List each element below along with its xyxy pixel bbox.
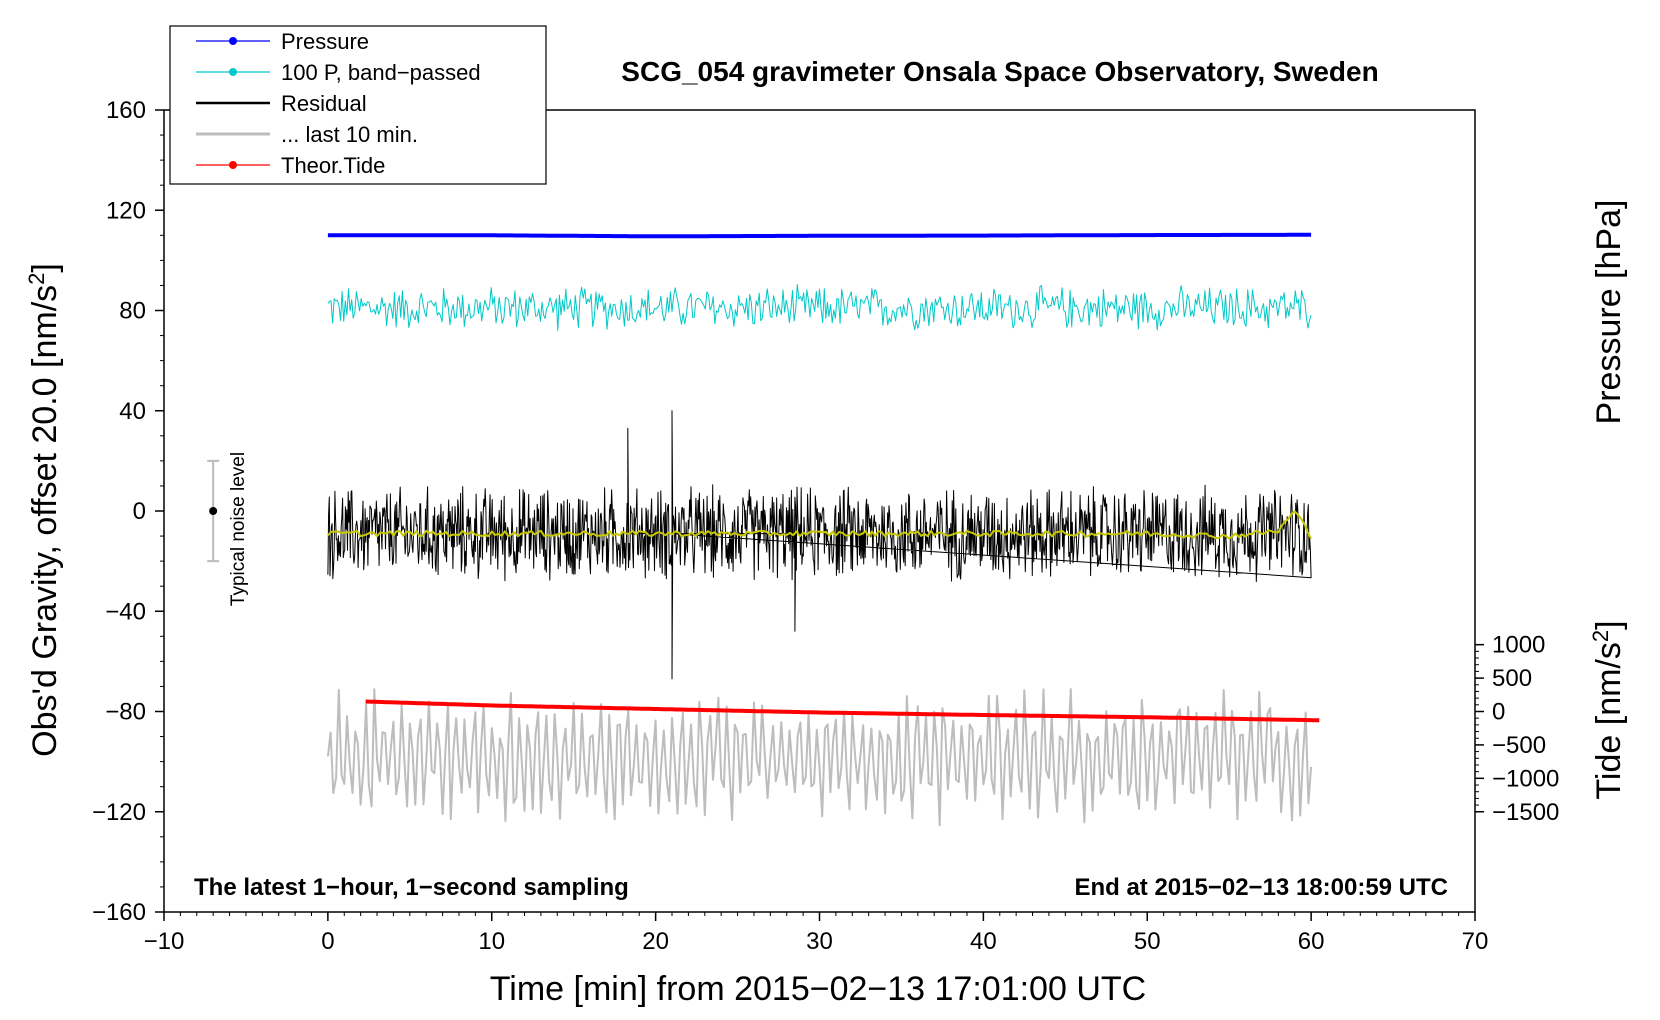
x-tick-label: 70 [1462, 928, 1489, 955]
y-axis-left: 160 120 80 40 0 −40 −80 −120 −160 [92, 97, 164, 926]
legend: Pressure 100 P, band−passed Residual ... la… [169, 25, 547, 185]
x-tick-label: 0 [321, 928, 334, 955]
x-axis: −10 0 10 20 30 40 50 60 70 [144, 912, 1489, 955]
series-residual [327, 410, 1312, 680]
note-left: The latest 1−hour, 1−second sampling [194, 874, 629, 901]
tide-tick-label: −1500 [1492, 799, 1559, 826]
tide-tick-label: −500 [1492, 732, 1546, 759]
series-residual-smoothed [327, 510, 1312, 540]
tide-tick-label: −1000 [1492, 765, 1559, 792]
y-axis-left-title: Obs'd Gravity, offset 20.0 [nm/s2] [24, 263, 64, 757]
noise-bar-center [209, 507, 218, 515]
series-last-10-min [326, 688, 1313, 827]
y-tick-label: 80 [119, 298, 146, 325]
legend-marker-theor-tide [229, 161, 237, 169]
noise-label: Typical noise level [228, 452, 249, 606]
y-tick-label: 40 [119, 398, 146, 425]
y-tick-label: 160 [106, 97, 146, 124]
legend-label-100-p-band-passed: 100 P, band−passed [281, 60, 481, 85]
y-tick-label: 120 [106, 197, 146, 224]
tide-tick-label: 0 [1492, 699, 1505, 726]
legend-marker-pressure [229, 37, 237, 45]
noise-bar: Typical noise level [207, 452, 249, 606]
series-layer [326, 232, 1320, 827]
legend-marker-100-p-band-passed [229, 68, 237, 76]
tide-tick-label: 500 [1492, 665, 1532, 692]
x-tick-label: 50 [1134, 928, 1161, 955]
tide-tick-label: 1000 [1492, 632, 1545, 659]
x-tick-label: 60 [1298, 928, 1325, 955]
series-100-p-band-passed [327, 283, 1312, 331]
x-tick-label: 10 [478, 928, 505, 955]
x-tick-label: 20 [642, 928, 669, 955]
legend-label-pressure: Pressure [281, 29, 369, 54]
legend-label-theor-tide: Theor.Tide [281, 153, 385, 178]
x-tick-label: 30 [806, 928, 833, 955]
series-pressure [327, 232, 1312, 239]
y-tick-label: 0 [133, 498, 146, 525]
y-tick-label: −120 [92, 799, 146, 826]
y-tick-label: −80 [105, 699, 146, 726]
y-axis-tide: 1000 500 0 −500 −1000 −1500 [1475, 632, 1559, 826]
series-theor-tide [365, 699, 1320, 723]
note-right: End at 2015−02−13 18:00:59 UTC [1074, 874, 1448, 901]
legend-label-residual: Residual [281, 91, 367, 116]
legend-box [169, 25, 547, 185]
legend-label-last-10-min: ... last 10 min. [281, 122, 418, 147]
x-tick-label: 40 [970, 928, 997, 955]
y-axis-pressure-title: Pressure [hPa] [1590, 200, 1628, 425]
y-axis-tide-title: Tide [nm/s2] [1588, 620, 1628, 799]
x-axis-title: Time [min] from 2015−02−13 17:01:00 UTC [490, 970, 1146, 1008]
x-tick-label: −10 [144, 928, 185, 955]
chart-title: SCG_054 gravimeter Onsala Space Observat… [621, 56, 1378, 87]
y-tick-label: −40 [105, 598, 146, 625]
y-tick-label: −160 [92, 899, 146, 926]
